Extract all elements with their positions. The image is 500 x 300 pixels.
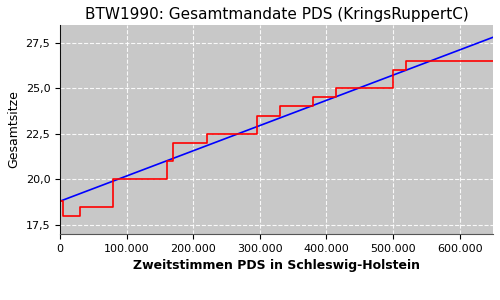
Sitze real xyxy=(170,141,176,145)
Sitze real xyxy=(404,59,409,63)
Sitze real xyxy=(254,114,260,117)
Sitze real xyxy=(334,96,340,99)
Sitze real xyxy=(390,86,396,90)
Sitze real xyxy=(110,178,116,181)
X-axis label: Zweitstimmen PDS in Schleswig-Holstein: Zweitstimmen PDS in Schleswig-Holstein xyxy=(133,259,420,272)
Sitze real xyxy=(110,205,116,208)
Sitze real xyxy=(164,178,170,181)
Sitze real xyxy=(404,68,409,72)
Sitze real xyxy=(334,86,340,90)
Sitze real xyxy=(277,114,283,117)
Sitze real xyxy=(57,200,63,203)
Sitze real xyxy=(490,59,496,63)
Sitze real xyxy=(310,105,316,108)
Sitze real xyxy=(204,141,210,145)
Sitze real xyxy=(170,159,176,163)
Sitze real xyxy=(254,132,260,136)
Sitze real xyxy=(277,105,283,108)
Sitze real xyxy=(164,159,170,163)
Sitze real xyxy=(77,205,83,208)
Sitze real xyxy=(60,214,66,217)
Sitze real xyxy=(204,132,210,136)
Sitze real xyxy=(390,68,396,72)
Sitze real xyxy=(60,200,66,203)
Y-axis label: Gesamtsitze: Gesamtsitze xyxy=(7,90,20,168)
Title: BTW1990: Gesamtmandate PDS (KringsRuppertC): BTW1990: Gesamtmandate PDS (KringsRupper… xyxy=(84,7,468,22)
Sitze real xyxy=(310,96,316,99)
Line: Sitze real: Sitze real xyxy=(60,61,493,216)
Sitze real xyxy=(77,214,83,217)
